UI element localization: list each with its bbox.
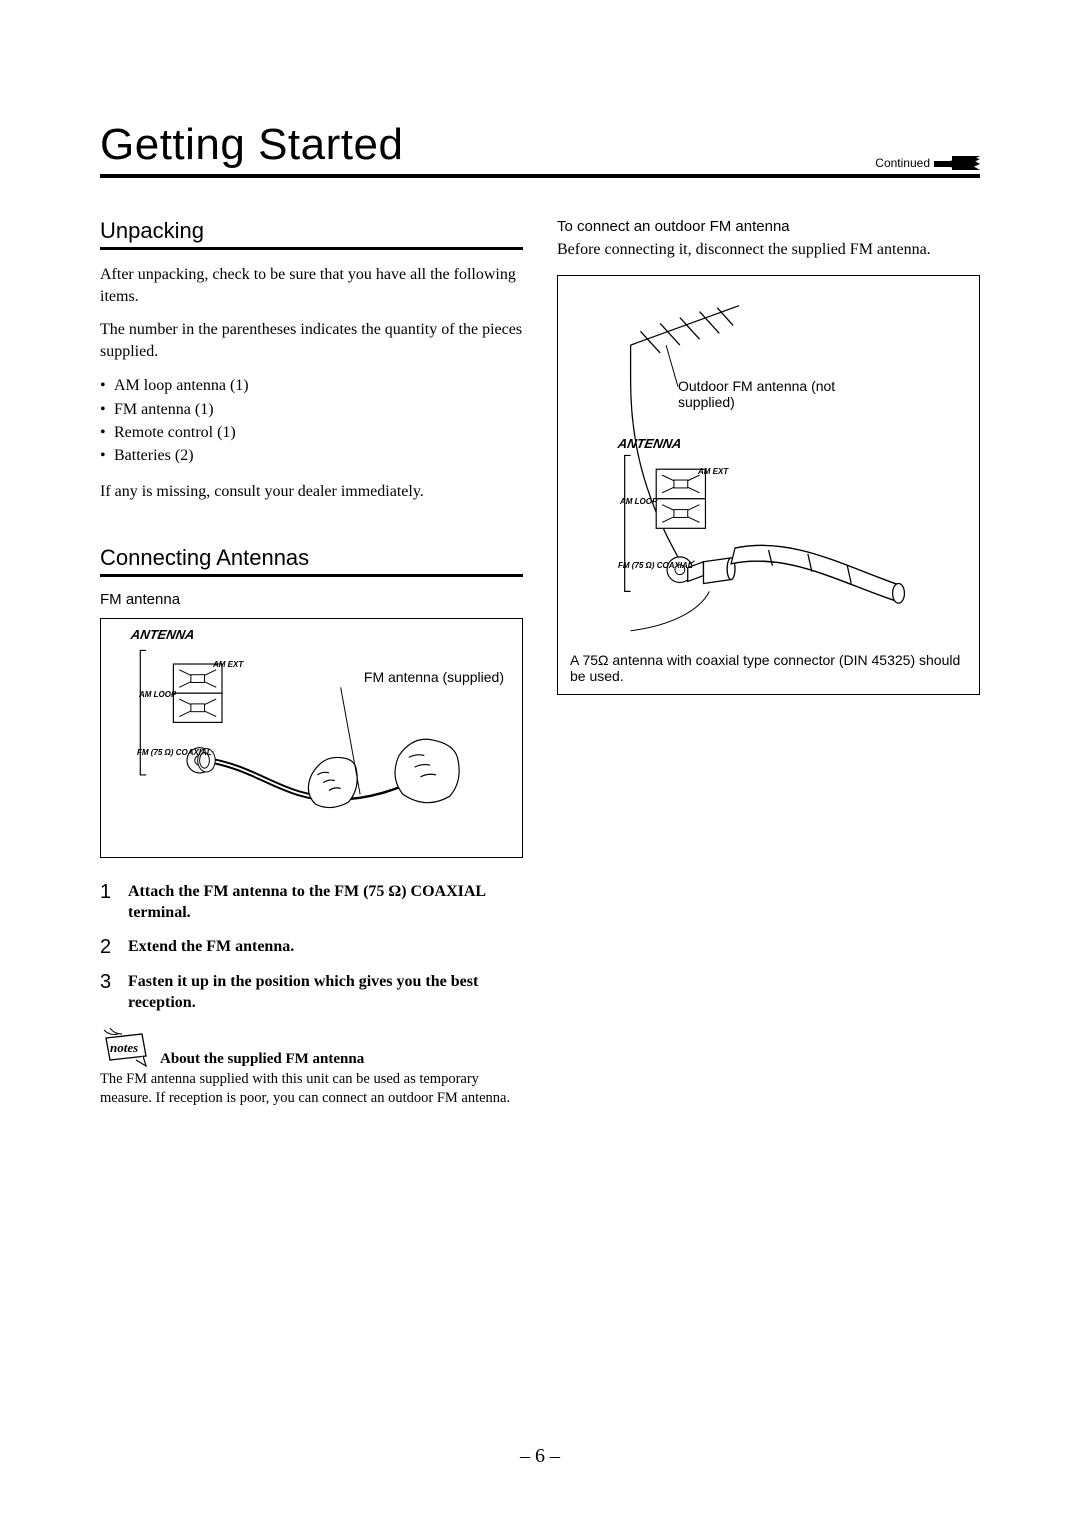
continued-marker: Continued: [875, 156, 980, 170]
left-column: Unpacking After unpacking, check to be s…: [100, 218, 523, 1107]
notes-body: The FM antenna supplied with this unit c…: [100, 1070, 523, 1108]
list-item: FM antenna (1): [114, 398, 523, 421]
step-item: 1 Attach the FM antenna to the FM (75 Ω)…: [100, 882, 523, 924]
step-text: Extend the FM antenna.: [128, 937, 294, 958]
continued-arrow-icon: [934, 156, 980, 170]
step-text: Attach the FM antenna to the FM (75 Ω) C…: [128, 882, 523, 924]
list-item: AM loop antenna (1): [114, 374, 523, 397]
fm-supplied-label: FM antenna (supplied): [364, 669, 504, 685]
am-loop-label-right: AM LOOP: [620, 498, 657, 506]
antenna-label: ANTENNA: [130, 627, 196, 642]
page-number: – 6 –: [0, 1445, 1080, 1468]
list-item: Remote control (1): [114, 421, 523, 444]
connecting-heading: Connecting Antennas: [100, 545, 523, 577]
am-ext-label-right: AM EXT: [698, 468, 728, 476]
outdoor-antenna-diagram-icon: [570, 286, 967, 680]
unpacking-p2: The number in the parentheses indicates …: [100, 319, 523, 362]
antenna-label-right: ANTENNA: [617, 436, 683, 451]
fm-coax-label: FM (75 Ω) COAXIAL: [137, 749, 212, 757]
right-column: To connect an outdoor FM antenna Before …: [557, 218, 980, 1107]
main-title: Getting Started: [100, 120, 403, 170]
notes-block: notes About the supplied FM antenna: [100, 1028, 523, 1068]
coax-connector-note: A 75Ω antenna with coaxial type connecto…: [570, 652, 967, 684]
notes-icon-text: notes: [110, 1040, 138, 1055]
page-header: Getting Started Continued: [100, 120, 980, 178]
list-item: Batteries (2): [114, 444, 523, 467]
outdoor-heading: To connect an outdoor FM antenna: [557, 218, 980, 235]
continued-label: Continued: [875, 156, 930, 170]
am-loop-label: AM LOOP: [139, 691, 176, 699]
unpacking-p3: If any is missing, consult your dealer i…: [100, 481, 523, 503]
fm-antenna-diagram-icon: [113, 629, 510, 843]
step-number: 3: [100, 972, 116, 1014]
step-number: 2: [100, 937, 116, 958]
notes-icon: notes: [100, 1028, 152, 1068]
notes-title: About the supplied FM antenna: [160, 1051, 364, 1068]
fm-coax-label-right: FM (75 Ω) COAXIAL: [618, 562, 693, 570]
fm-antenna-subheading: FM antenna: [100, 591, 523, 608]
step-text: Fasten it up in the position which gives…: [128, 972, 523, 1014]
outdoor-p1: Before connecting it, disconnect the sup…: [557, 239, 980, 261]
fm-antenna-figure: ANTENNA AM EXT AM LOOP FM (75 Ω) COAXIAL…: [100, 618, 523, 858]
step-number: 1: [100, 882, 116, 924]
outdoor-antenna-figure: Outdoor FM antenna (not supplied) ANTENN…: [557, 275, 980, 695]
unpacking-p1: After unpacking, check to be sure that y…: [100, 264, 523, 307]
outdoor-fm-label: Outdoor FM antenna (not supplied): [678, 378, 878, 410]
unpacking-list: AM loop antenna (1) FM antenna (1) Remot…: [100, 374, 523, 467]
am-ext-label: AM EXT: [213, 661, 243, 669]
unpacking-heading: Unpacking: [100, 218, 523, 250]
steps-list: 1 Attach the FM antenna to the FM (75 Ω)…: [100, 882, 523, 1014]
step-item: 2 Extend the FM antenna.: [100, 937, 523, 958]
step-item: 3 Fasten it up in the position which giv…: [100, 972, 523, 1014]
